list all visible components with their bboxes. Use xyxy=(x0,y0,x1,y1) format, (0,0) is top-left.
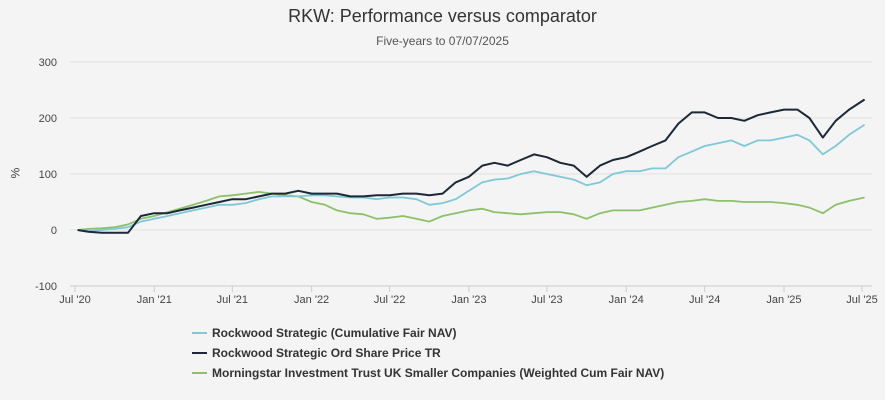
x-tick-label: Jul '22 xyxy=(374,294,405,306)
series-line-share-price[interactable] xyxy=(77,98,866,234)
x-tick-label: Jul '23 xyxy=(531,294,562,306)
chart-title: RKW: Performance versus comparator xyxy=(288,6,597,26)
x-tick-label: Jul '24 xyxy=(689,294,720,306)
legend-swatch-comparator xyxy=(192,372,207,374)
legend-label-nav: Rockwood Strategic (Cumulative Fair NAV) xyxy=(212,326,457,340)
series-lines xyxy=(77,98,866,234)
legend-swatch-share-price xyxy=(192,352,207,354)
y-tick-label: 200 xyxy=(39,113,57,125)
y-tick-label: 300 xyxy=(39,57,57,69)
y-tick-label: 0 xyxy=(51,225,57,237)
legend-item-nav[interactable]: Rockwood Strategic (Cumulative Fair NAV) xyxy=(192,323,664,343)
chart-subtitle: Five-years to 07/07/2025 xyxy=(376,34,509,48)
x-tick-label: Jul '21 xyxy=(217,294,248,306)
series-line-comparator[interactable] xyxy=(77,191,865,231)
y-tick-label: 100 xyxy=(39,169,57,181)
y-tick-label: -100 xyxy=(35,281,57,293)
series-line-nav[interactable] xyxy=(77,123,866,232)
y-tick-labels: -100 0 100 200 300 xyxy=(35,57,57,293)
legend-label-share-price: Rockwood Strategic Ord Share Price TR xyxy=(212,346,441,360)
x-tick-label: Jan '25 xyxy=(766,294,801,306)
chart-legend: Rockwood Strategic (Cumulative Fair NAV)… xyxy=(192,323,664,383)
x-tick-label: Jan '24 xyxy=(609,294,644,306)
legend-label-comparator: Morningstar Investment Trust UK Smaller … xyxy=(212,366,665,380)
x-tick-label: Jul '25 xyxy=(846,294,877,306)
x-tick-labels: Jul '20 Jan '21 Jul '21 Jan '22 Jul '22 Jan '… xyxy=(59,285,878,306)
legend-item-share-price[interactable]: Rockwood Strategic Ord Share Price TR xyxy=(192,343,664,363)
x-tick-label: Jan '21 xyxy=(137,294,172,306)
legend-item-comparator[interactable]: Morningstar Investment Trust UK Smaller … xyxy=(192,363,664,383)
x-tick-label: Jan '22 xyxy=(294,294,329,306)
x-tick-label: Jul '20 xyxy=(59,294,90,306)
legend-swatch-nav xyxy=(192,332,207,334)
x-tick-label: Jan '23 xyxy=(451,294,486,306)
